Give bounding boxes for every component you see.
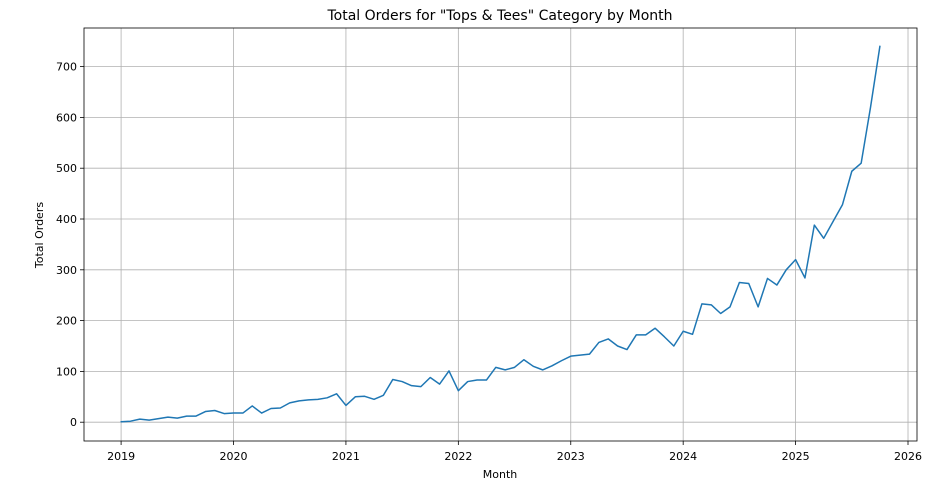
y-tick-label: 600 <box>56 111 77 124</box>
x-tick-label: 2020 <box>220 450 248 463</box>
x-tick-label: 2022 <box>444 450 472 463</box>
x-tick-label: 2021 <box>332 450 360 463</box>
y-tick-label: 700 <box>56 61 77 74</box>
chart-title: Total Orders for "Tops & Tees" Category … <box>326 8 672 24</box>
axis-ticks: 2019 2020 2021 2022 2023 2024 2025 2026 0 100 200 3… <box>56 61 922 463</box>
y-tick-label: 400 <box>56 213 77 226</box>
y-tick-label: 500 <box>56 162 77 175</box>
y-tick-label: 300 <box>56 264 77 277</box>
y-tick-label: 0 <box>70 416 77 429</box>
plot-frame <box>83 27 918 442</box>
y-tick-label: 100 <box>56 365 77 378</box>
grid-lines <box>84 28 917 441</box>
y-axis-label: Total Orders <box>33 202 46 269</box>
x-tick-label: 2024 <box>669 450 697 463</box>
x-tick-label: 2025 <box>782 450 810 463</box>
x-tick-label: 2019 <box>107 450 135 463</box>
series-line <box>120 45 881 423</box>
y-tick-label: 200 <box>56 315 77 328</box>
x-tick-label: 2026 <box>894 450 922 463</box>
x-tick-label: 2023 <box>557 450 585 463</box>
x-axis-label: Month <box>483 468 518 481</box>
series-layer <box>120 45 881 423</box>
